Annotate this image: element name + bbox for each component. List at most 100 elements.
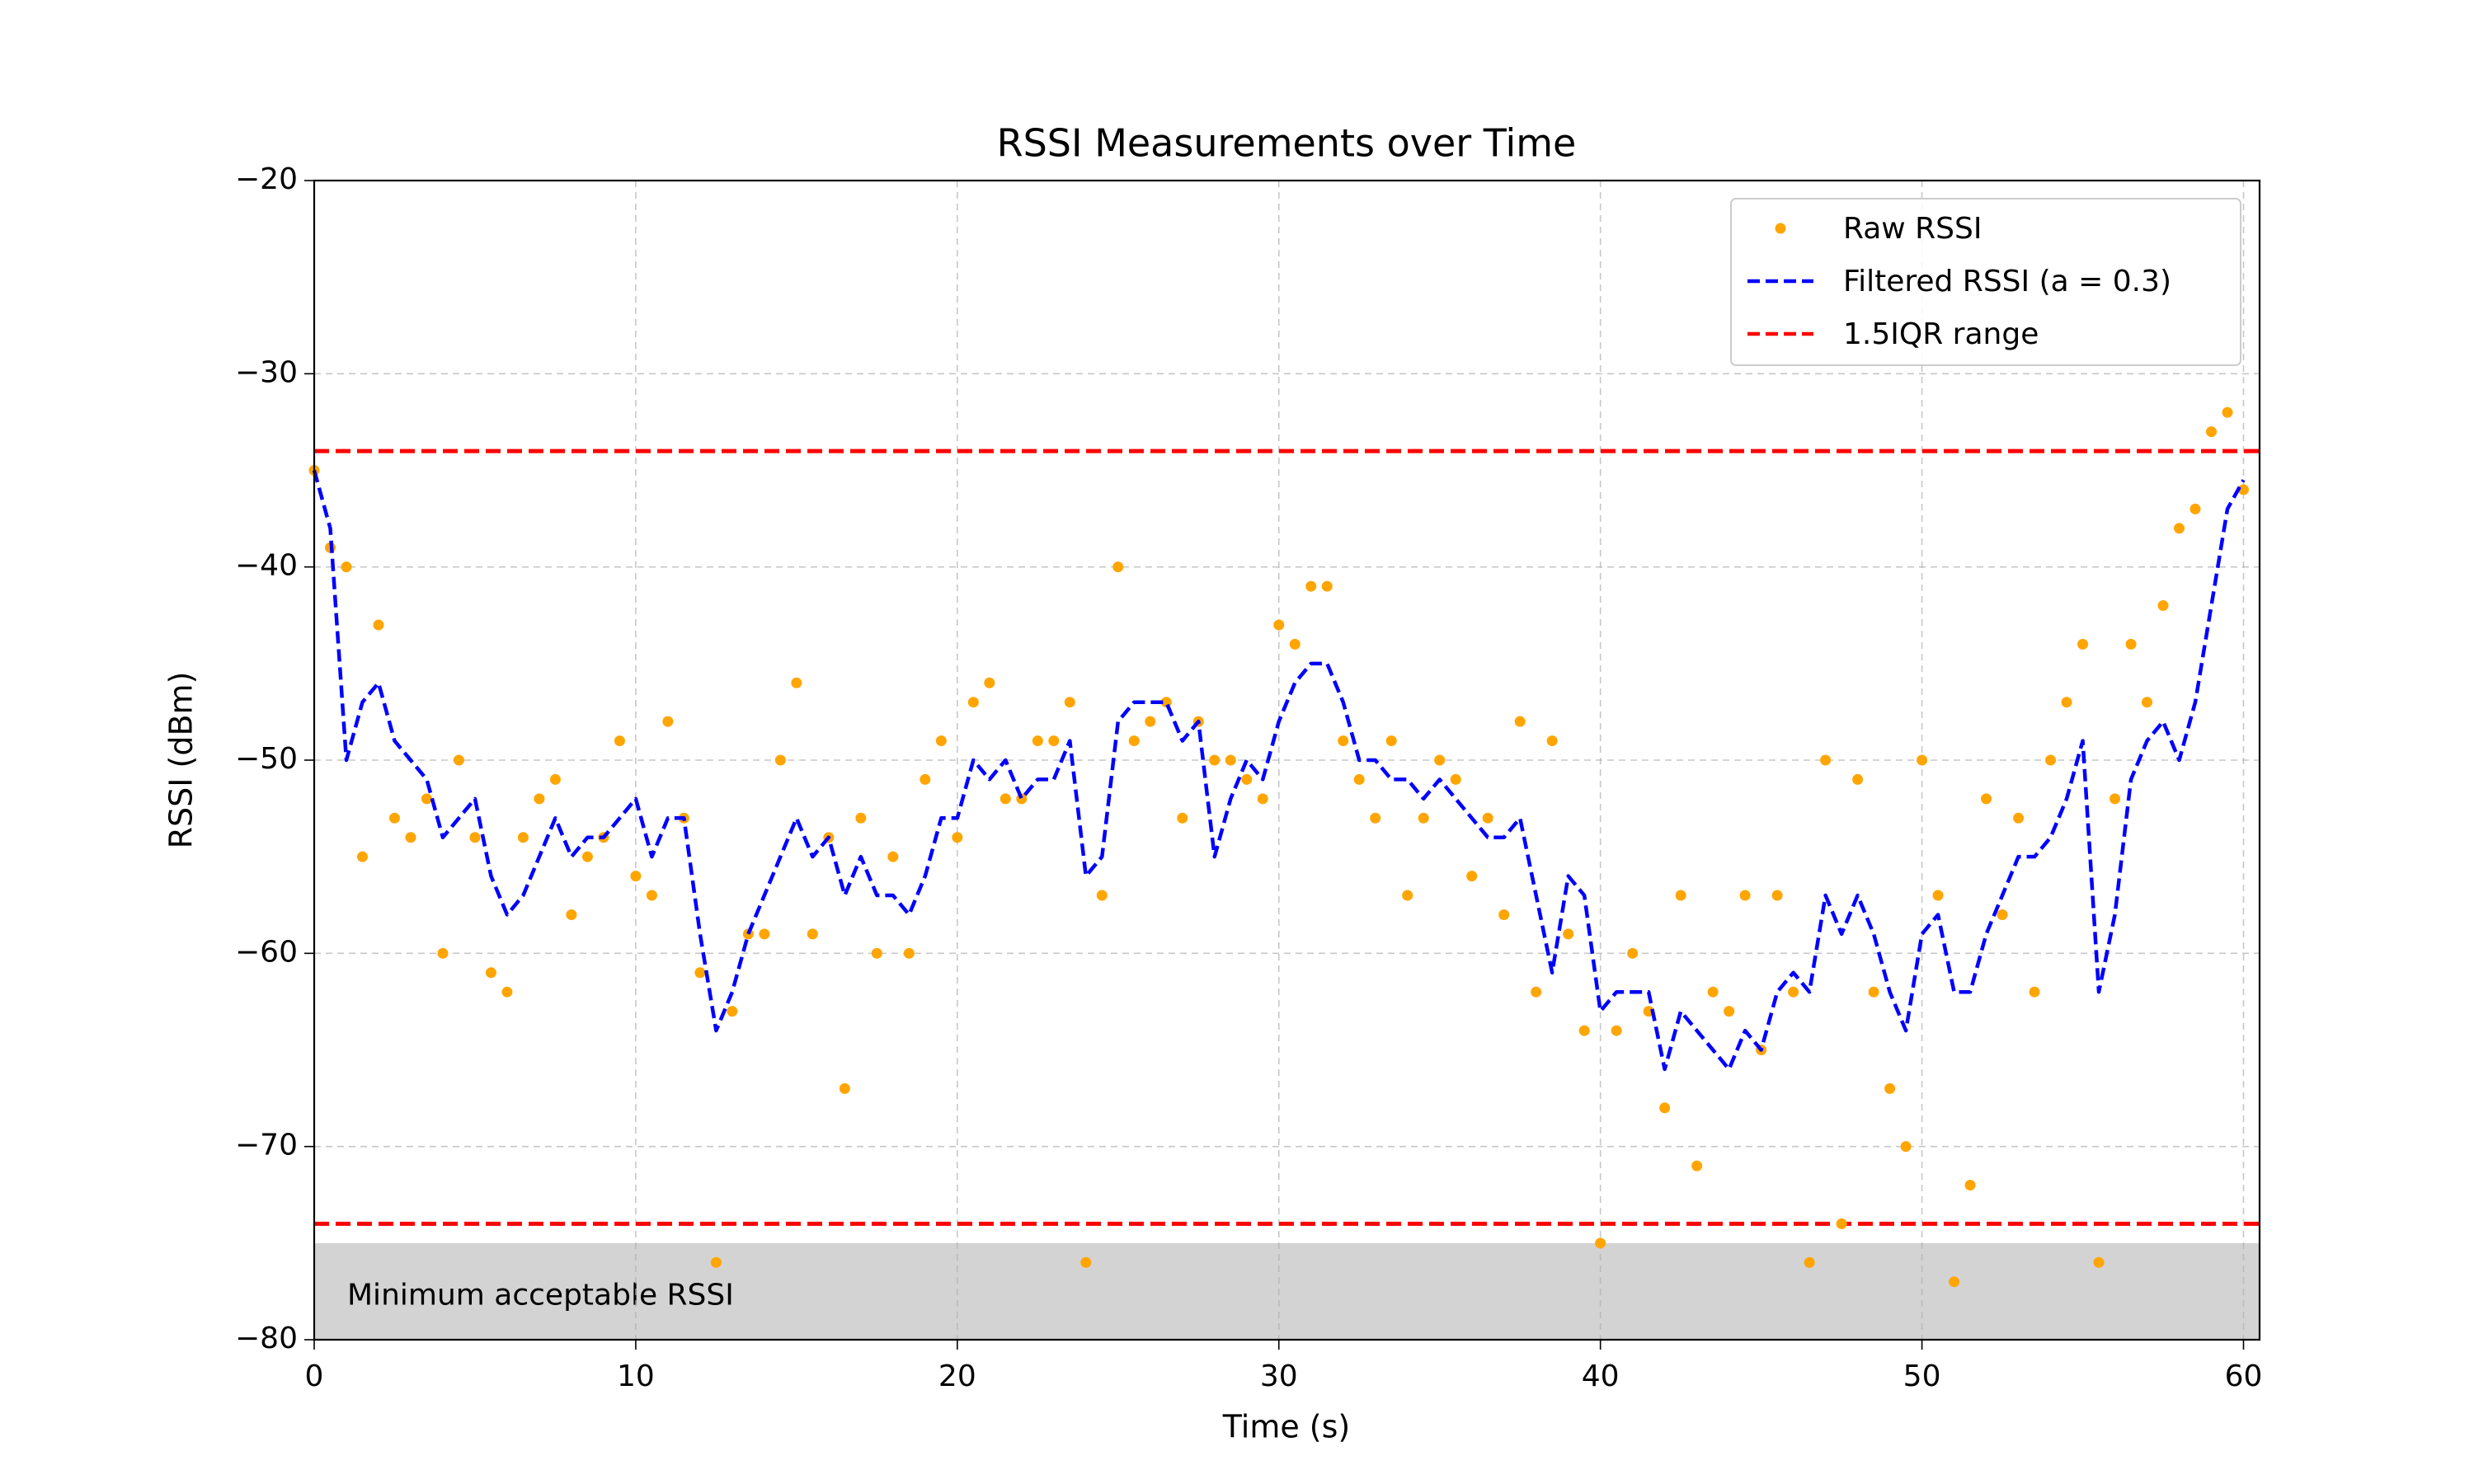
data-point: [1353, 773, 1365, 785]
data-point: [1949, 1276, 1960, 1288]
data-point: [405, 832, 416, 843]
data-point: [1112, 561, 1124, 573]
y-tick-label: −40: [235, 549, 298, 583]
data-point: [1691, 1160, 1703, 1172]
data-point: [1225, 754, 1236, 766]
data-point: [1852, 773, 1864, 785]
data-point: [2109, 793, 2121, 805]
data-point: [437, 947, 449, 959]
y-tick-label: −80: [235, 1322, 298, 1355]
data-point: [485, 967, 496, 979]
data-point: [967, 697, 979, 708]
data-point: [1241, 773, 1253, 785]
x-tick-label: 50: [1903, 1360, 1941, 1393]
data-point: [2077, 638, 2089, 650]
legend-marker: [1775, 223, 1786, 234]
legend-label: Raw RSSI: [1843, 212, 1982, 246]
data-line: [312, 469, 2246, 1072]
data-point: [356, 851, 368, 862]
data-point: [2142, 697, 2153, 708]
data-point: [373, 619, 384, 631]
data-point: [1531, 986, 1542, 998]
data-point: [1064, 697, 1075, 708]
data-point: [871, 947, 882, 959]
data-point: [759, 928, 770, 940]
y-tick-label: −70: [235, 1129, 298, 1162]
data-point: [2189, 503, 2201, 514]
data-point: [710, 1256, 722, 1268]
data-point: [2222, 406, 2233, 418]
data-point: [999, 793, 1011, 805]
y-tick-label: −30: [235, 355, 298, 389]
data-point: [1932, 890, 1944, 901]
data-point: [1771, 890, 1783, 901]
data-point: [1643, 1006, 1654, 1017]
x-tick-label: 0: [305, 1360, 324, 1393]
data-point: [1739, 890, 1751, 901]
y-tick-label: −60: [235, 935, 298, 969]
data-point: [453, 754, 464, 766]
data-point: [952, 832, 963, 843]
data-point: [517, 832, 529, 843]
data-point: [1305, 580, 1317, 592]
data-point: [1257, 793, 1268, 805]
data-point: [1498, 909, 1510, 920]
data-point: [2157, 600, 2169, 612]
data-point: [501, 986, 513, 998]
x-tick-label: 30: [1260, 1360, 1298, 1393]
y-tick-label: −50: [235, 742, 298, 776]
data-point: [1370, 812, 1381, 824]
data-point: [1514, 716, 1526, 727]
data-point: [935, 735, 947, 747]
data-point: [388, 812, 400, 824]
data-point: [774, 754, 786, 766]
data-point: [1804, 1256, 1815, 1268]
data-point: [1048, 735, 1060, 747]
data-point: [1096, 890, 1108, 901]
data-point: [549, 773, 561, 785]
data-point: [1563, 928, 1574, 940]
data-point: [1675, 890, 1686, 901]
data-point: [1145, 716, 1156, 727]
data-point: [614, 735, 625, 747]
plot-frame: [313, 179, 2261, 1341]
data-point: [1627, 947, 1639, 959]
data-point: [1385, 735, 1397, 747]
data-point: [1836, 1218, 1847, 1229]
data-point: [1578, 1025, 1590, 1036]
data-point: [694, 967, 706, 979]
data-point: [1128, 735, 1140, 747]
data-point: [1080, 1256, 1092, 1268]
x-tick-label: 60: [2225, 1360, 2263, 1393]
data-point: [1788, 986, 1799, 998]
data-point: [1289, 638, 1300, 650]
data-point: [727, 1006, 738, 1017]
data-point: [1659, 1102, 1671, 1114]
data-point: [920, 773, 931, 785]
data-point: [855, 812, 867, 824]
data-point: [1595, 1237, 1606, 1249]
shaded-region: [314, 1242, 2260, 1340]
shaded-region-label: Minimum acceptable RSSI: [347, 1278, 734, 1312]
data-point: [1273, 619, 1285, 631]
data-point: [1964, 1180, 1976, 1191]
data-point: [1917, 754, 1928, 766]
data-point: [469, 832, 481, 843]
data-point: [2174, 523, 2185, 534]
data-point: [2125, 638, 2137, 650]
data-point: [1450, 773, 1461, 785]
data-point: [1434, 754, 1446, 766]
data-point: [2013, 812, 2025, 824]
x-tick-label: 10: [617, 1360, 655, 1393]
data-point: [903, 947, 915, 959]
data-point: [421, 793, 432, 805]
data-point: [791, 677, 802, 688]
data-point: [2029, 986, 2040, 998]
x-tick-label: 20: [938, 1360, 976, 1393]
data-point: [646, 890, 657, 901]
data-point: [1900, 1141, 1912, 1153]
data-point: [1177, 812, 1188, 824]
legend-label: Filtered RSSI (a = 0.3): [1843, 265, 2171, 298]
data-point: [2093, 1256, 2105, 1268]
